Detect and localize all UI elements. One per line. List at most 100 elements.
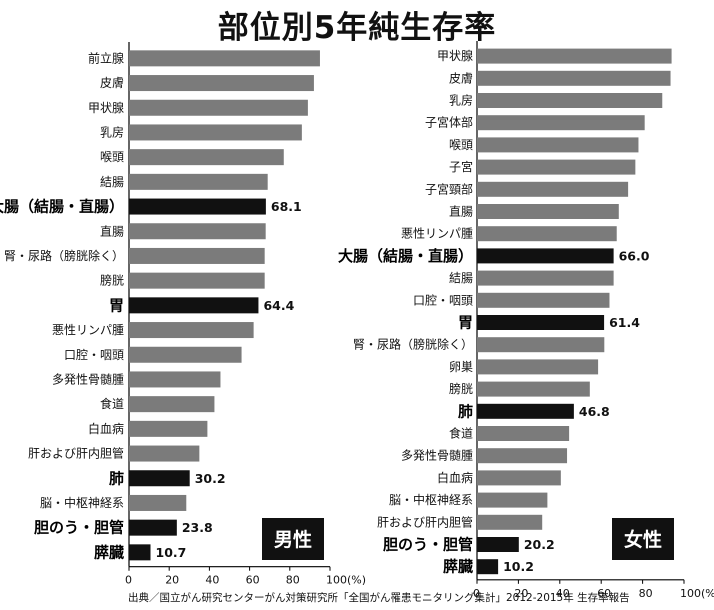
x-tick-label: 20 bbox=[165, 574, 179, 587]
category-label: 腎・尿路（膀胱除く） bbox=[353, 337, 473, 352]
x-tick-label: 80 bbox=[286, 574, 300, 587]
category-label: 膀胱 bbox=[100, 273, 124, 288]
category-label: 乳房 bbox=[100, 124, 124, 139]
category-label: 多発性骨髄腫 bbox=[401, 448, 473, 463]
bar bbox=[477, 115, 645, 131]
bar bbox=[129, 445, 200, 462]
x-tick-label: 80 bbox=[639, 587, 653, 600]
category-label: 皮膚 bbox=[449, 70, 473, 85]
category-label: 喉頭 bbox=[100, 150, 124, 164]
category-label: 胃 bbox=[109, 296, 124, 314]
value-label: 61.4 bbox=[609, 315, 640, 330]
x-tick-label: 100(%) bbox=[680, 587, 714, 600]
category-label: 多発性骨髄腫 bbox=[52, 371, 124, 386]
value-label: 30.2 bbox=[195, 471, 226, 486]
bar bbox=[129, 544, 151, 561]
category-label: 口腔・咽頭 bbox=[64, 347, 124, 362]
bar bbox=[477, 248, 614, 264]
bar bbox=[477, 270, 614, 286]
x-tick-label: 20 bbox=[514, 587, 528, 600]
category-label: 膀胱 bbox=[449, 381, 473, 396]
category-label: 大腸（結腸・直腸） bbox=[338, 247, 473, 265]
category-label: 悪性リンパ腫 bbox=[52, 323, 124, 337]
value-label: 46.8 bbox=[579, 404, 610, 419]
bar bbox=[477, 48, 672, 64]
bar bbox=[129, 50, 320, 67]
source-note: 出典／国立がん研究センターがん対策研究所「全国がん罹患モニタリング集計」2012… bbox=[128, 592, 630, 604]
category-label: 口腔・咽頭 bbox=[413, 292, 473, 307]
panel-badge bbox=[612, 518, 674, 560]
x-tick-label: 40 bbox=[205, 574, 219, 587]
bar bbox=[129, 173, 268, 190]
bar bbox=[477, 159, 636, 175]
bar bbox=[129, 75, 314, 92]
bar bbox=[129, 297, 259, 314]
bar bbox=[129, 519, 177, 536]
x-tick-label: 60 bbox=[597, 587, 611, 600]
value-label: 20.2 bbox=[524, 537, 555, 552]
bar bbox=[477, 403, 574, 419]
bar bbox=[477, 70, 671, 86]
bar bbox=[477, 514, 543, 530]
category-label: 食道 bbox=[449, 426, 473, 441]
category-label: 腎・尿路（膀胱除く） bbox=[4, 248, 124, 263]
category-label: 肝および肝内胆管 bbox=[377, 514, 473, 529]
value-label: 66.0 bbox=[619, 248, 650, 263]
bar bbox=[477, 292, 610, 308]
category-label: 甲状腺 bbox=[88, 101, 124, 115]
category-label: 大腸（結腸・直腸） bbox=[0, 198, 124, 216]
bar bbox=[477, 381, 590, 397]
bar bbox=[477, 204, 619, 219]
panel-badge bbox=[262, 518, 324, 560]
bar bbox=[129, 494, 187, 511]
bar bbox=[129, 149, 284, 166]
category-label: 脳・中枢神経系 bbox=[40, 495, 124, 510]
category-label: 肝および肝内胆管 bbox=[28, 446, 124, 461]
bar bbox=[477, 492, 548, 508]
category-label: 白血病 bbox=[88, 421, 124, 436]
category-label: 子宮頸部 bbox=[425, 181, 473, 196]
category-label: 結腸 bbox=[449, 271, 473, 285]
bar bbox=[129, 223, 266, 240]
category-label: 肺 bbox=[458, 402, 473, 420]
category-label: 脳・中枢神経系 bbox=[389, 492, 473, 507]
bar bbox=[129, 371, 221, 388]
category-label: 胆のう・胆管 bbox=[34, 519, 124, 537]
value-label: 10.2 bbox=[503, 559, 534, 574]
category-label: 卵巣 bbox=[449, 360, 473, 374]
category-label: 食道 bbox=[100, 396, 124, 411]
category-label: 膵臓 bbox=[94, 543, 124, 561]
value-label: 68.1 bbox=[271, 199, 302, 214]
category-label: 肺 bbox=[109, 469, 124, 487]
x-tick-label: 40 bbox=[556, 587, 570, 600]
bar bbox=[477, 426, 570, 441]
bar bbox=[129, 124, 302, 141]
bar bbox=[477, 470, 561, 486]
bar bbox=[129, 272, 265, 289]
category-label: 甲状腺 bbox=[437, 49, 473, 63]
category-label: 膵臓 bbox=[443, 558, 473, 576]
bar bbox=[477, 448, 568, 464]
category-label: 喉頭 bbox=[449, 138, 473, 152]
bar bbox=[477, 359, 599, 375]
category-label: 直腸 bbox=[100, 224, 124, 238]
category-label: 前立腺 bbox=[88, 50, 124, 65]
bar bbox=[129, 99, 308, 116]
bar bbox=[477, 137, 639, 153]
value-label: 23.8 bbox=[182, 520, 213, 535]
bar bbox=[129, 322, 254, 339]
bar bbox=[477, 337, 605, 353]
category-label: 白血病 bbox=[437, 470, 473, 485]
category-label: 胆のう・胆管 bbox=[383, 536, 473, 554]
panel-badge-label: 女性 bbox=[624, 528, 662, 551]
category-label: 子宮 bbox=[449, 159, 473, 174]
bar bbox=[129, 247, 265, 264]
x-tick-label: 60 bbox=[246, 574, 260, 587]
bar bbox=[129, 470, 190, 487]
panel-badge-label: 男性 bbox=[274, 528, 312, 551]
bar bbox=[477, 315, 605, 330]
category-label: 悪性リンパ腫 bbox=[401, 227, 473, 241]
